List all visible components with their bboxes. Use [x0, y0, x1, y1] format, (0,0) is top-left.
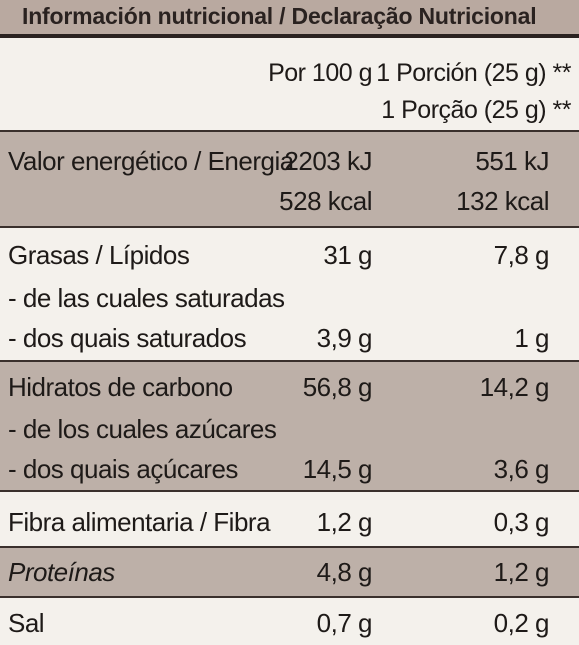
- carbs-band: [0, 360, 579, 490]
- saturates-portion: 1 g: [514, 323, 549, 353]
- row-divider: [0, 546, 579, 548]
- fibre-portion: 0,3 g: [493, 507, 550, 537]
- row-divider: [0, 596, 579, 598]
- column-portion-pt: 1 Porção (25 g) **: [381, 96, 571, 124]
- fibre-label: Fibra alimentaria / Fibra: [8, 507, 271, 537]
- protein-portion: 1,2 g: [493, 557, 550, 587]
- carbs-portion: 14,2 g: [479, 372, 550, 402]
- saturates-label-es: - de las cuales saturadas: [8, 283, 285, 313]
- nutrition-title: Información nutricional / Declaração Nut…: [22, 3, 537, 29]
- row-divider: [0, 490, 579, 492]
- sugars-100g: 14,5 g: [302, 454, 373, 484]
- saturates-label-pt: - dos quais saturados: [8, 323, 247, 353]
- energy-band: [0, 130, 579, 226]
- fat-label: Grasas / Lípidos: [8, 240, 190, 270]
- saturates-100g: 3,9 g: [316, 323, 373, 353]
- energy-kcal-portion: 132 kcal: [456, 186, 549, 216]
- protein-band: [0, 546, 579, 596]
- fibre-100g: 1,2 g: [316, 507, 373, 537]
- protein-label: Proteínas: [8, 557, 115, 587]
- sugars-label-es: - de los cuales azúcares: [8, 414, 277, 444]
- row-divider: [0, 130, 579, 132]
- salt-portion: 0,2 g: [493, 608, 550, 638]
- carbs-label: Hidratos de carbono: [8, 372, 233, 402]
- protein-100g: 4,8 g: [316, 557, 373, 587]
- sugars-label-pt: - dos quais açúcares: [8, 454, 238, 484]
- fat-100g: 31 g: [323, 240, 372, 270]
- carbs-100g: 56,8 g: [302, 372, 373, 402]
- fat-portion: 7,8 g: [493, 240, 550, 270]
- nutrition-header: Información nutricional / Declaração Nut…: [0, 0, 579, 38]
- energy-kj-portion: 551 kJ: [475, 146, 549, 176]
- column-per-100g: Por 100 g: [268, 59, 372, 87]
- column-portion-es: 1 Porción (25 g) **: [376, 59, 571, 87]
- row-divider: [0, 226, 579, 228]
- row-divider: [0, 360, 579, 362]
- salt-100g: 0,7 g: [316, 608, 373, 638]
- energy-kcal-100g: 528 kcal: [279, 186, 372, 216]
- sugars-portion: 3,6 g: [493, 454, 550, 484]
- salt-label: Sal: [8, 608, 45, 638]
- energy-kj-100g: 2203 kJ: [284, 146, 372, 176]
- energy-label: Valor energético / Energia: [8, 146, 294, 176]
